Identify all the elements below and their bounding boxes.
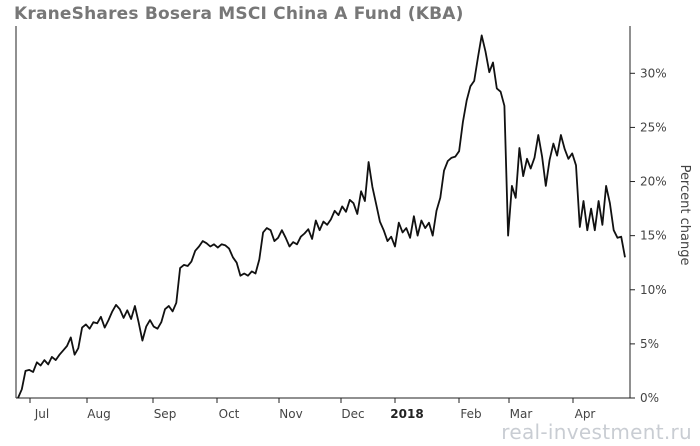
y-tick-label: 20%: [640, 175, 667, 189]
y-tick-label: 25%: [640, 120, 667, 134]
x-axis: Jul Aug Sep Oct Nov Dec 2018 Feb Mar Apr: [29, 398, 596, 421]
x-tick-label: Nov: [279, 407, 302, 421]
x-tick-label: Apr: [575, 407, 596, 421]
plot-frame: [15, 26, 631, 399]
x-tick-label: Aug: [87, 407, 110, 421]
x-tick-label: Feb: [460, 407, 481, 421]
x-tick-label: Dec: [341, 407, 364, 421]
y-tick-label: 15%: [640, 229, 667, 243]
y-axis: 0% 5% 10% 15% 20% 25% 30%: [630, 66, 667, 405]
chart-title: KraneShares Bosera MSCI China A Fund (KB…: [14, 4, 464, 24]
x-tick-label: Sep: [154, 407, 177, 421]
x-tick-label: Oct: [219, 407, 240, 421]
x-tick-label: Jul: [34, 407, 49, 421]
watermark: real-investment.ru: [501, 420, 692, 444]
x-tick-label: Mar: [510, 407, 533, 421]
y-tick-label: 10%: [640, 283, 667, 297]
y-axis-label: Percent change: [677, 165, 692, 266]
y-tick-label: 5%: [640, 337, 659, 351]
y-tick-label: 0%: [640, 391, 659, 405]
y-tick-label: 30%: [640, 66, 667, 80]
x-tick-label: 2018: [390, 407, 423, 421]
series-line: [17, 34, 626, 399]
